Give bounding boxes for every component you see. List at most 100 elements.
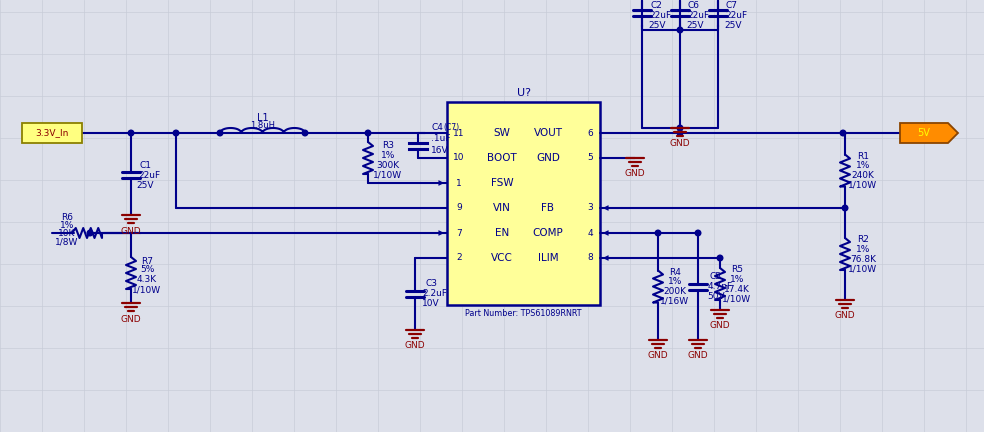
Text: 22uF: 22uF [725,12,747,20]
Circle shape [677,125,683,131]
Text: (C7): (C7) [443,123,460,132]
Text: 1%: 1% [856,245,870,254]
Circle shape [840,130,846,136]
Text: 1/10W: 1/10W [848,264,878,273]
Text: 1/16W: 1/16W [660,297,690,306]
Text: 76.8K: 76.8K [850,254,876,264]
Text: 1/10W: 1/10W [133,286,161,295]
Text: GND: GND [121,226,142,235]
Text: 25V: 25V [648,22,666,31]
Text: 6: 6 [587,128,593,137]
FancyBboxPatch shape [447,102,600,305]
Polygon shape [900,123,958,143]
Circle shape [842,205,848,211]
Text: 25V: 25V [136,181,154,190]
Text: 3.3V_In: 3.3V_In [35,128,69,137]
Text: GND: GND [536,153,560,163]
Text: R1: R1 [857,152,869,161]
Text: GND: GND [670,140,691,149]
Text: .1uF: .1uF [431,134,451,143]
Text: R2: R2 [857,235,869,245]
Text: GND: GND [647,352,668,360]
Text: 1%: 1% [381,150,396,159]
Text: 1/10W: 1/10W [848,181,878,190]
Text: U?: U? [517,88,530,98]
Text: 22uF: 22uF [138,171,160,180]
Text: 10K: 10K [58,229,76,238]
Text: VOUT: VOUT [533,128,563,138]
Text: FSW: FSW [491,178,514,188]
Text: FB: FB [541,203,555,213]
Circle shape [88,230,92,236]
Text: 2: 2 [457,254,461,263]
Circle shape [128,130,134,136]
Text: 5%: 5% [140,266,154,274]
Text: 11: 11 [454,128,464,137]
Text: 25V: 25V [686,22,704,31]
Circle shape [217,130,222,136]
Text: 25V: 25V [724,22,742,31]
Text: 1/8W: 1/8W [55,238,79,247]
Text: GND: GND [688,352,708,360]
Text: 10: 10 [454,153,464,162]
Text: SW: SW [494,128,511,138]
Circle shape [677,130,683,136]
Text: 1%: 1% [60,222,74,231]
Text: 5V: 5V [917,128,931,138]
Text: 16V: 16V [431,146,449,155]
Circle shape [365,130,371,136]
Text: 1/10W: 1/10W [722,295,752,304]
Text: EN: EN [495,228,509,238]
Text: 17.4K: 17.4K [724,285,750,293]
Text: R3: R3 [382,142,394,150]
Circle shape [717,255,723,261]
Circle shape [677,27,683,33]
Text: R6: R6 [61,213,73,222]
Circle shape [302,130,308,136]
Text: 2.2uF: 2.2uF [422,289,448,299]
Text: 3: 3 [587,203,593,213]
Text: 1: 1 [457,178,461,187]
Text: L1: L1 [257,113,269,123]
Text: 4: 4 [587,229,592,238]
Text: VCC: VCC [491,253,513,263]
Circle shape [173,130,179,136]
Text: 9: 9 [457,203,461,213]
Text: C3: C3 [425,280,437,289]
Text: 1%: 1% [856,161,870,170]
Text: 22uF: 22uF [648,12,671,20]
Text: R4: R4 [669,268,681,277]
Text: C4: C4 [431,123,443,132]
Text: 200K: 200K [663,287,687,296]
Text: 8: 8 [587,254,593,263]
Text: R5: R5 [731,266,743,274]
Text: 1.8uH: 1.8uH [250,121,275,130]
Text: ILIM: ILIM [537,253,558,263]
Text: C1: C1 [139,161,151,169]
Text: 5: 5 [587,153,593,162]
Text: 300K: 300K [377,161,400,169]
Text: BOOT: BOOT [487,153,517,163]
Text: 50V: 50V [707,292,725,301]
Polygon shape [22,123,82,143]
Text: C5: C5 [710,272,722,281]
Text: GND: GND [709,321,730,330]
Text: R7: R7 [141,257,153,266]
Circle shape [655,230,661,236]
Text: VIN: VIN [493,203,511,213]
Text: 7: 7 [457,229,461,238]
Circle shape [696,230,701,236]
Text: GND: GND [625,169,646,178]
Text: COMP: COMP [532,228,564,238]
Text: GND: GND [121,314,142,324]
Text: 10V: 10V [422,299,440,308]
Text: 1/10W: 1/10W [374,171,402,180]
Text: 1%: 1% [668,277,682,286]
Text: 22uF: 22uF [687,12,709,20]
Text: GND: GND [834,311,855,321]
Text: C6: C6 [688,1,700,10]
Text: GND: GND [404,342,425,350]
Text: C7: C7 [726,1,738,10]
Text: C2: C2 [650,1,662,10]
Text: 240K: 240K [851,171,875,180]
